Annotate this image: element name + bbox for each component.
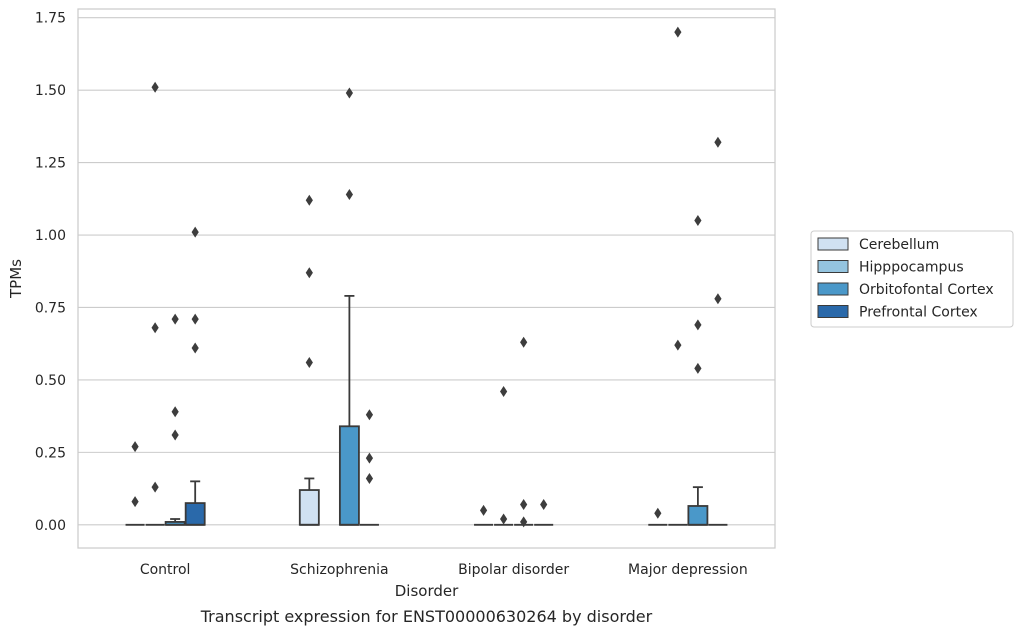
- y-tick-label: 1.75: [35, 11, 66, 27]
- y-axis-label: TPMs: [7, 259, 25, 299]
- outlier-point: [500, 386, 508, 398]
- box-body: [184, 502, 206, 526]
- outlier-point: [131, 441, 139, 453]
- legend-swatch: [817, 282, 849, 296]
- legend-label: Hipppocampus: [859, 260, 964, 276]
- box-prefrontal-cortex: [184, 480, 206, 526]
- legend: Cerebellum Hipppocampus Orbitofontal Corte…: [810, 230, 1014, 328]
- x-tick-label: Bipolar disorder: [458, 562, 569, 578]
- x-tick-labels: Control Schizophrenia Bipolar disorder Majo…: [140, 562, 748, 578]
- legend-label: Prefrontal Cortex: [859, 305, 978, 321]
- outlier-point: [500, 513, 508, 525]
- box-orbitofontal-cortex: [687, 486, 709, 526]
- legend-frame: [810, 230, 1014, 328]
- outlier-point: [674, 26, 682, 38]
- box-cerebellum: [298, 477, 320, 526]
- outlier-point: [674, 339, 682, 351]
- legend-swatch: [817, 305, 849, 318]
- outlier-point: [714, 136, 722, 148]
- outlier-point: [191, 226, 199, 238]
- y-tick-label: 1.00: [35, 228, 66, 244]
- legend-swatch: [817, 260, 849, 273]
- legend-label: Cerebellum: [859, 237, 939, 253]
- y-tick-labels: 0.00 0.25 0.50 0.75 1.00 1.25 1.50 1.75: [35, 11, 66, 534]
- y-tick-label: 0.75: [35, 300, 66, 316]
- y-tick-label: 1.25: [35, 156, 66, 172]
- box-body: [298, 489, 320, 526]
- outlier-point: [191, 342, 199, 354]
- outlier-point: [479, 504, 488, 516]
- legend-label: Orbitofontal Cortex: [859, 282, 994, 298]
- outlier-point: [520, 336, 528, 348]
- outlier-point: [345, 188, 353, 200]
- box-body: [687, 505, 709, 526]
- outlier-point: [131, 496, 139, 508]
- outlier-point: [365, 472, 374, 484]
- outlier-point: [694, 319, 702, 331]
- outlier-point: [714, 293, 722, 305]
- y-tick-label: 0.50: [35, 373, 66, 389]
- boxes-layer: [125, 294, 728, 526]
- outlier-point: [365, 452, 374, 464]
- x-tick-label: Schizophrenia: [290, 562, 388, 578]
- legend-swatch: [817, 237, 849, 251]
- outlier-point: [345, 87, 353, 99]
- outlier-point: [540, 499, 548, 511]
- outlier-point: [151, 81, 159, 93]
- outlier-point: [151, 322, 159, 334]
- outlier-point: [520, 516, 528, 528]
- box-orbitofontal-cortex: [338, 294, 360, 526]
- y-tick-label: 0.00: [35, 518, 66, 534]
- x-tick-label: Major depression: [628, 562, 748, 578]
- outlier-point: [305, 267, 313, 279]
- chart-caption: Transcript expression for ENST0000063026…: [200, 607, 653, 626]
- y-tick-label: 0.25: [35, 445, 66, 461]
- outlier-point: [171, 406, 179, 418]
- box-body: [338, 425, 360, 526]
- outlier-point: [365, 409, 374, 421]
- y-tick-label: 1.50: [35, 83, 66, 99]
- outlier-point: [151, 481, 159, 493]
- outlier-point: [305, 357, 313, 369]
- outlier-point: [694, 362, 702, 374]
- outlier-point: [654, 507, 662, 519]
- outlier-point: [171, 429, 179, 441]
- outliers-layer: [131, 26, 722, 528]
- outlier-point: [305, 194, 313, 206]
- x-tick-label: Control: [140, 562, 191, 578]
- outlier-point: [171, 313, 179, 325]
- grid-lines: [78, 17, 775, 526]
- plot-frame: [77, 8, 776, 549]
- box-orbitofontal-cortex: [164, 518, 186, 526]
- outlier-point: [520, 499, 528, 511]
- outlier-point: [191, 313, 199, 325]
- x-axis-label: Disorder: [395, 582, 459, 600]
- outlier-point: [694, 215, 702, 227]
